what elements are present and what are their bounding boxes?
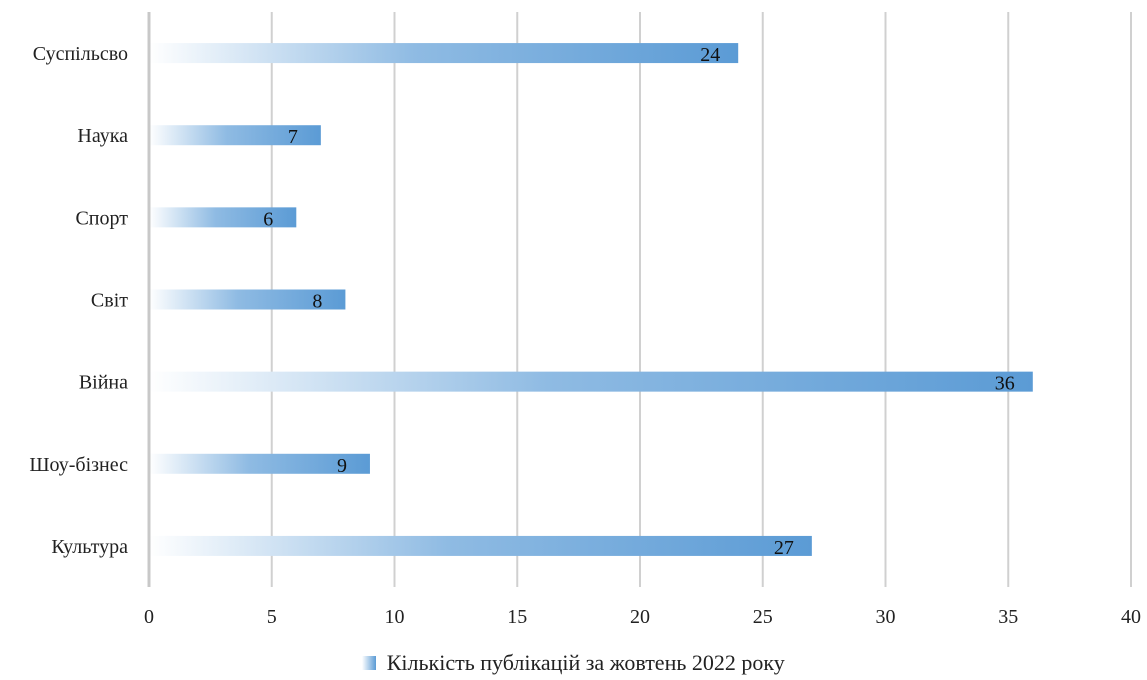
data-label: 9 (337, 455, 347, 477)
bar (149, 289, 346, 310)
x-tick-label: 10 (385, 606, 405, 628)
y-category-label: Спорт (75, 207, 128, 229)
grid-lines (270, 12, 1132, 587)
data-label: 8 (312, 291, 322, 313)
bar (149, 207, 297, 228)
data-label: 7 (288, 126, 298, 148)
data-label: 36 (995, 373, 1015, 395)
bar (149, 453, 370, 474)
y-category-label: Суспільсво (33, 43, 128, 65)
x-tick-label: 35 (998, 606, 1018, 628)
y-category-label: Наука (77, 125, 128, 147)
y-category-label: Шоу-бізнес (29, 454, 128, 476)
data-label: 6 (263, 208, 273, 230)
x-tick-label: 15 (507, 606, 527, 628)
legend: Кількість публікацій за жовтень 2022 рок… (0, 648, 1147, 676)
labels-group: 0 5 10 15 20 25 30 35 40 Суспільсво 24 Наука 7 Спорт 6… (29, 43, 1141, 628)
x-tick-label: 5 (267, 606, 277, 628)
x-tick-label: 30 (876, 606, 896, 628)
x-tick-label: 20 (630, 606, 650, 628)
bar (149, 535, 812, 556)
y-category-label: Війна (79, 372, 128, 394)
y-category-label: Культура (51, 536, 128, 558)
bars-group (149, 43, 1033, 556)
x-tick-label: 25 (753, 606, 773, 628)
bar (149, 125, 321, 146)
legend-label: Кількість публікацій за жовтень 2022 рок… (386, 649, 785, 675)
x-tick-label: 40 (1121, 606, 1141, 628)
bar (149, 43, 739, 64)
x-tick-label: 0 (144, 606, 154, 628)
legend-swatch (362, 655, 377, 670)
bar (149, 371, 1033, 392)
data-label: 27 (774, 537, 794, 559)
y-category-label: Світ (91, 290, 128, 312)
data-label: 24 (700, 44, 720, 66)
